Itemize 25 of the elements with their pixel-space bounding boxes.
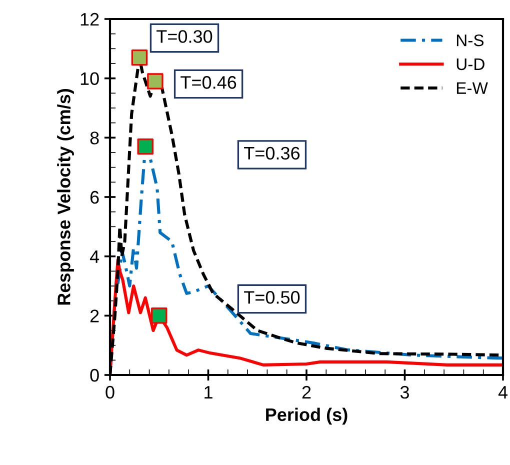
y-tick-label: 2 xyxy=(90,310,99,322)
legend-label: U-D xyxy=(456,58,484,70)
legend-label: E-W xyxy=(456,82,488,94)
y-tick-label: 8 xyxy=(90,132,99,144)
annotation: T=0.46 xyxy=(180,76,236,89)
x-axis-title: Period (s) xyxy=(266,408,348,425)
legend-label: N-S xyxy=(456,34,484,46)
point xyxy=(147,73,164,90)
y-axis-title: Response Velocity (cm/s) xyxy=(57,89,74,305)
y-tick-label: 0 xyxy=(90,368,99,382)
y-tick-label: 6 xyxy=(90,190,99,204)
y-tick-label: 10 xyxy=(80,72,99,86)
annotation: T=0.36 xyxy=(244,146,300,160)
annotation: T=0.50 xyxy=(244,291,300,304)
x-tick-label: 0 xyxy=(106,386,114,399)
x-tick-label: 4 xyxy=(498,386,508,398)
x-tick-label: 1 xyxy=(204,386,212,398)
y-tick-label: 4 xyxy=(90,250,100,263)
annotation: T=0.30 xyxy=(156,30,212,43)
point xyxy=(131,49,148,66)
x-tick-label: 3 xyxy=(400,386,409,399)
y-tick-label: 12 xyxy=(80,12,99,26)
x-tick-label: 2 xyxy=(302,386,311,398)
point xyxy=(151,308,168,324)
point xyxy=(137,138,154,155)
